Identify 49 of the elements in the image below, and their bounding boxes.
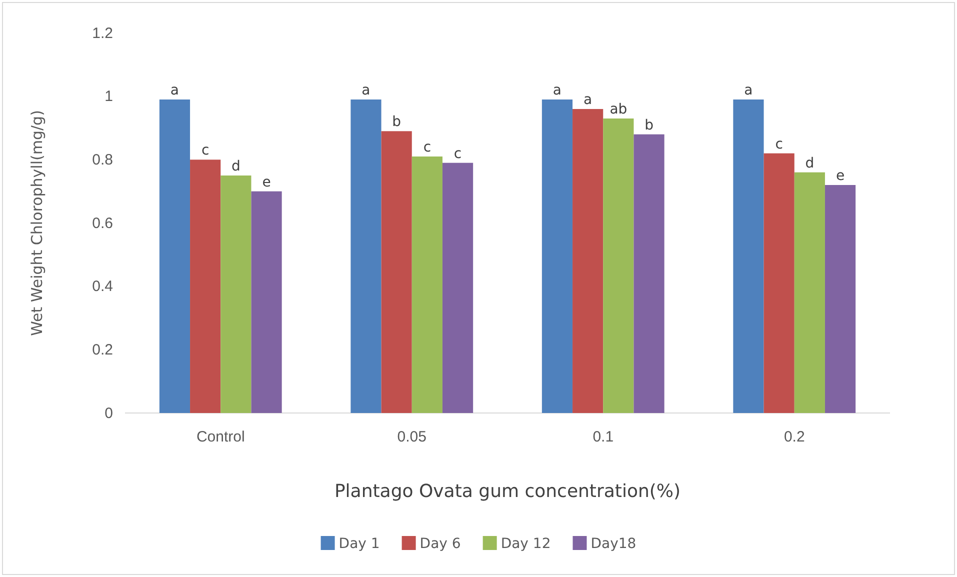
- x-tick-label: 0.2: [784, 428, 805, 446]
- bar: [824, 185, 856, 413]
- y-tick-label: 0.6: [92, 214, 113, 232]
- y-tick-label: 0: [104, 404, 113, 422]
- bar: [220, 176, 252, 413]
- bar: [159, 100, 190, 413]
- legend-label: Day 1: [338, 536, 380, 552]
- bar: [764, 153, 794, 413]
- x-tick-label: Control: [196, 428, 245, 446]
- x-tick-label: 0.05: [397, 428, 426, 446]
- bar: [603, 118, 634, 413]
- bar: [442, 162, 474, 413]
- y-tick-label: 0.2: [92, 341, 113, 358]
- data-label: b: [644, 117, 654, 134]
- data-label: c: [201, 142, 210, 159]
- data-label: b: [392, 114, 402, 130]
- data-label: ab: [610, 102, 628, 118]
- data-label: a: [170, 82, 180, 98]
- y-tick-label: 0.8: [92, 151, 113, 168]
- data-label: d: [805, 155, 814, 172]
- bar: [381, 131, 412, 413]
- data-label: d: [231, 158, 240, 174]
- bar: [733, 100, 764, 413]
- data-label: a: [584, 92, 592, 108]
- bar: [634, 134, 664, 413]
- y-tick-label: 0.4: [92, 278, 113, 296]
- data-label: c: [454, 146, 462, 162]
- data-label: a: [744, 82, 753, 98]
- data-label: c: [423, 140, 432, 156]
- data-label: a: [362, 82, 370, 98]
- x-tick-label: 0.1: [592, 428, 614, 446]
- bar: [542, 100, 573, 413]
- x-axis-title: Plantago Ovata gum concentration(%): [334, 481, 681, 502]
- y-axis-title: Wet Weight Chlorophyll(mg/g): [28, 110, 46, 336]
- legend-label: Day18: [590, 536, 636, 552]
- bar: [794, 172, 825, 413]
- bar: [190, 160, 221, 413]
- bar: [251, 191, 282, 413]
- bar: [412, 156, 442, 413]
- data-label: e: [262, 174, 271, 190]
- y-tick-label: 1: [104, 88, 113, 106]
- data-label: a: [552, 82, 562, 98]
- y-tick-label: 1.2: [92, 24, 113, 42]
- data-label: e: [836, 168, 845, 184]
- legend-label: Day 6: [420, 536, 461, 552]
- legend-label: Day 12: [500, 536, 551, 552]
- bar: [350, 100, 382, 413]
- data-label: c: [775, 136, 783, 152]
- bar: [572, 109, 604, 413]
